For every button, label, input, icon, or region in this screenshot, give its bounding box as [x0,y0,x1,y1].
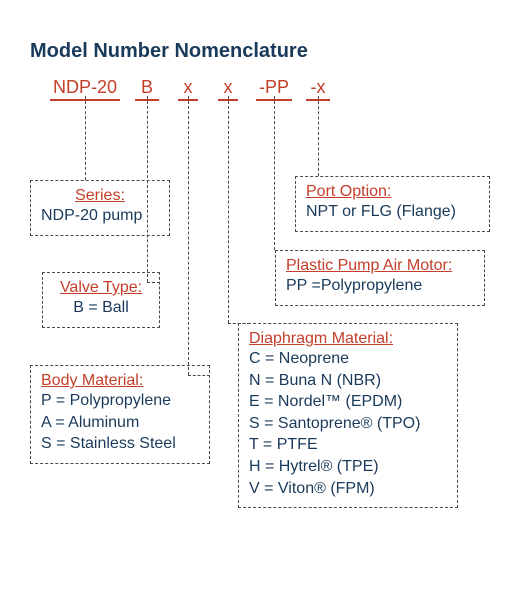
box-port: Port Option: NPT or FLG (Flange) [295,176,490,232]
seg-valve: B [135,77,159,98]
page-title: Model Number Nomenclature [30,40,480,63]
box-diaphragm-line5: H = Hytrel® (TPE) [249,456,447,478]
box-diaphragm-line2: E = Nordel™ (EPDM) [249,391,447,413]
box-diaphragm-line6: V = Viton® (FPM) [249,478,447,500]
seg-body: x [178,77,198,98]
box-port-line0: NPT or FLG (Flange) [306,201,479,223]
seg-port: -x [306,77,330,98]
box-diaphragm-line1: N = Buna N (NBR) [249,370,447,392]
model-number-row: NDP-20 B x x -PP -x [40,77,480,107]
box-body-line0: P = Polypropylene [41,390,199,412]
box-valve-title: Valve Type: [53,279,149,297]
box-diaphragm-line0: C = Neoprene [249,348,447,370]
box-diaphragm: Diaphragm Material: C = Neoprene N = Bun… [238,323,458,508]
box-series-title: Series: [41,187,159,205]
seg-airmotor: -PP [256,77,292,98]
box-body-line2: S = Stainless Steel [41,433,199,455]
box-port-title: Port Option: [306,183,479,201]
box-diaphragm-title: Diaphragm Material: [249,330,447,348]
box-series: Series: NDP-20 pump [30,180,170,236]
box-body: Body Material: P = Polypropylene A = Alu… [30,365,210,464]
box-valve: Valve Type: B = Ball [42,272,160,328]
seg-diaphragm: x [218,77,238,98]
box-series-line0: NDP-20 pump [41,207,142,224]
box-diaphragm-line4: T = PTFE [249,434,447,456]
box-body-line1: A = Aluminum [41,412,199,434]
box-airmotor-title: Plastic Pump Air Motor: [286,257,474,275]
seg-series: NDP-20 [50,77,120,98]
box-diaphragm-line3: S = Santoprene® (TPO) [249,413,447,435]
box-valve-line0: B = Ball [53,297,149,319]
box-airmotor: Plastic Pump Air Motor: PP =Polypropylen… [275,250,485,306]
box-body-title: Body Material: [41,372,199,390]
box-airmotor-line0: PP =Polypropylene [286,275,474,297]
